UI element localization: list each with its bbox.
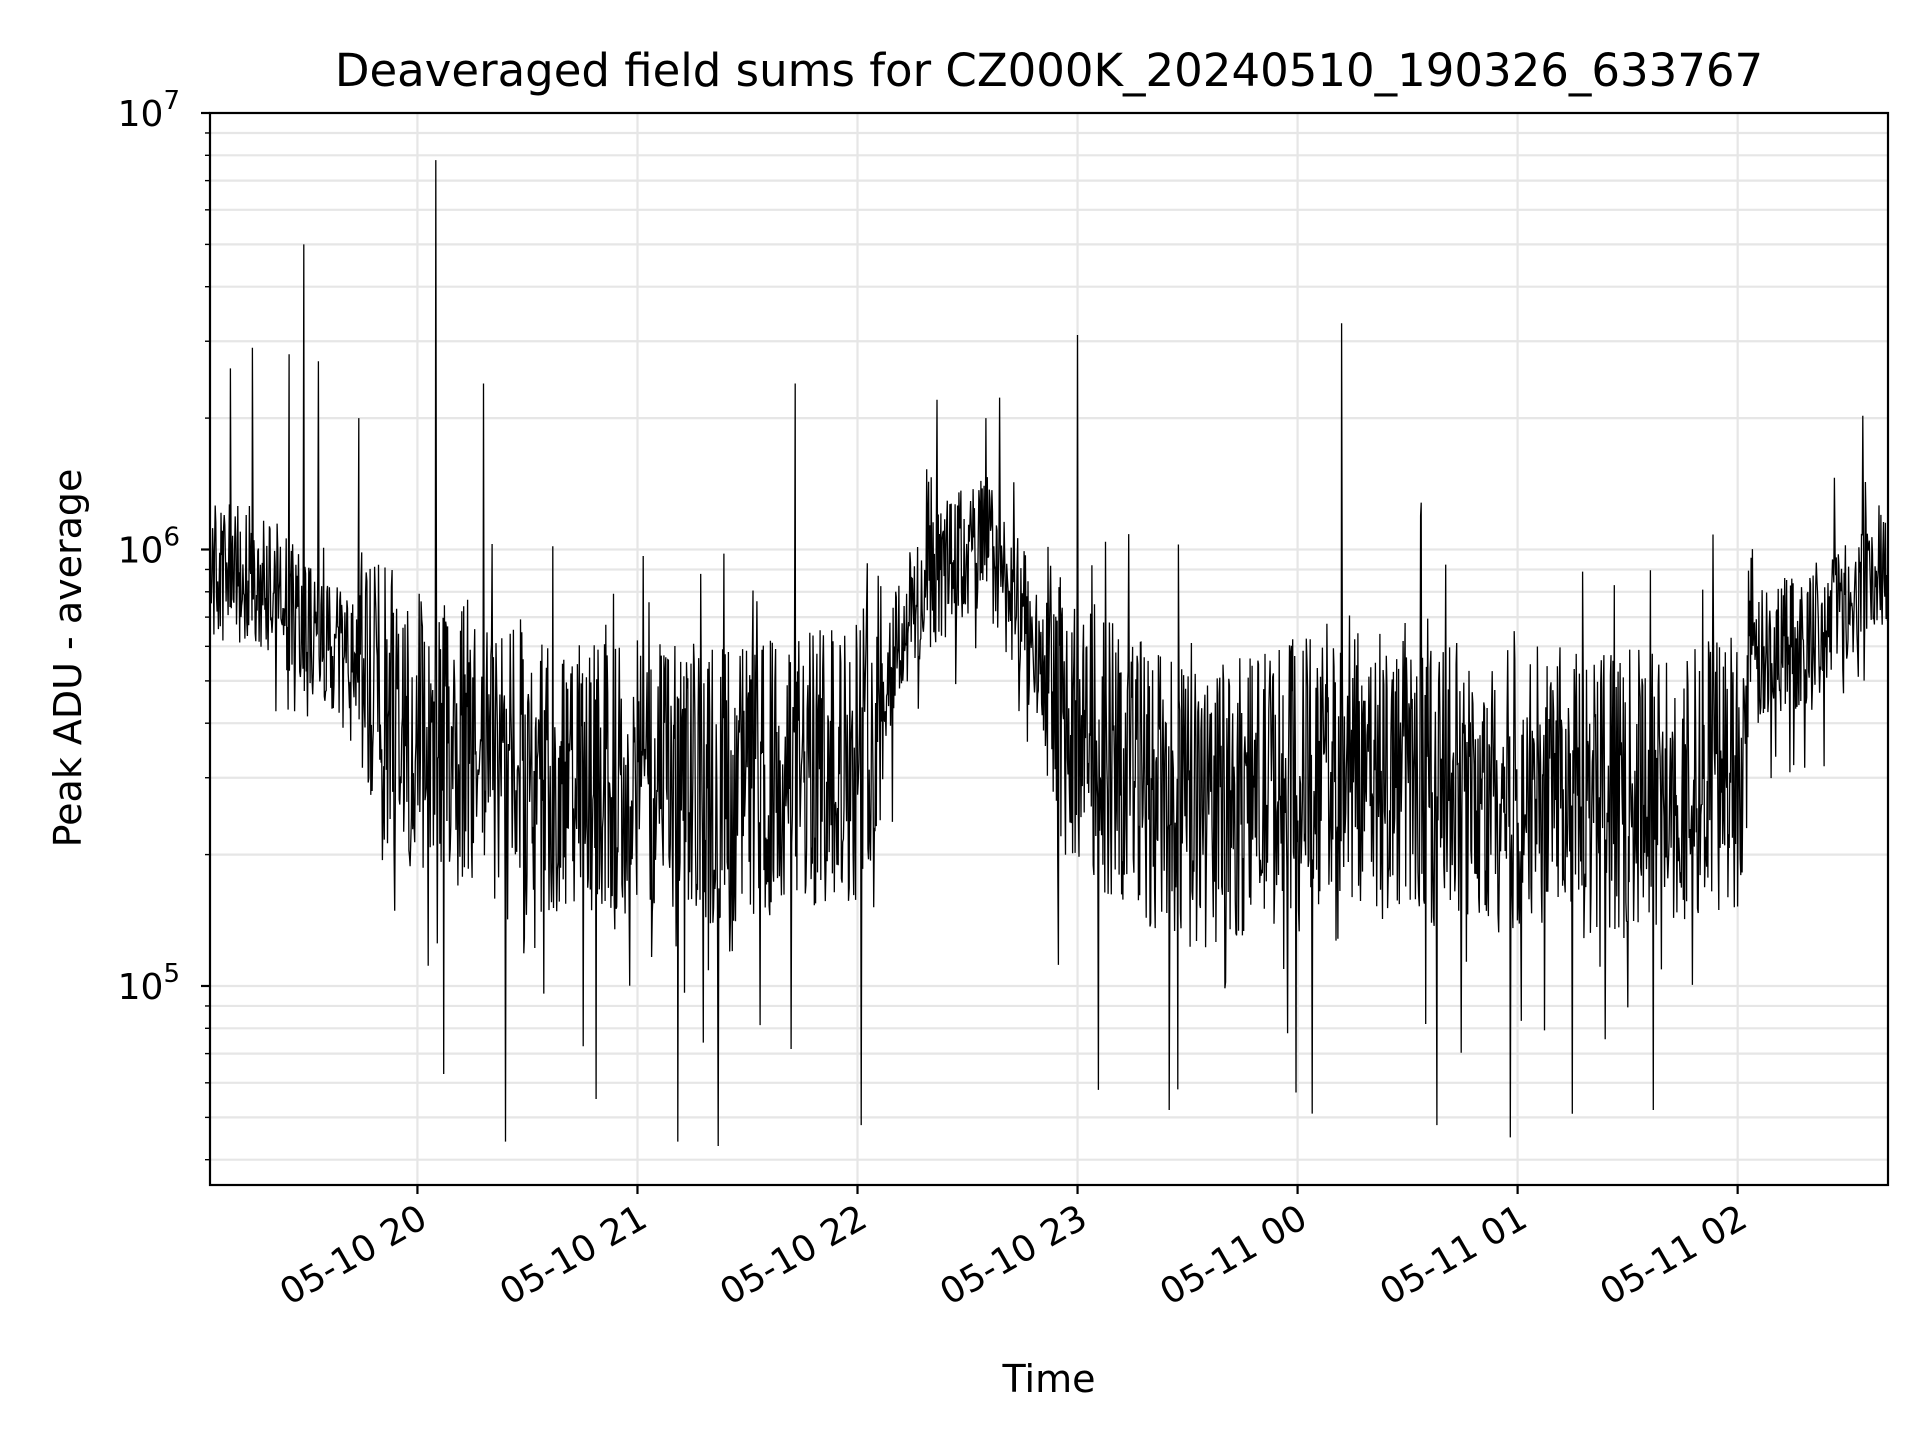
y-axis-label: Peak ADU - average: [46, 469, 90, 848]
y-tick-label-exponent: 7: [163, 86, 180, 116]
chart-title: Deaveraged field sums for CZ000K_2024051…: [335, 44, 1763, 97]
y-tick-label-exponent: 6: [163, 522, 180, 552]
y-tick-label: 107: [118, 86, 180, 135]
x-axis-label: Time: [1002, 1357, 1096, 1401]
y-tick-label-base: 10: [118, 94, 164, 135]
axis-ticks: [201, 111, 1739, 1194]
y-tick-label: 106: [118, 522, 180, 571]
plot-frame: [208, 111, 1890, 1187]
y-tick-label-base: 10: [118, 530, 164, 571]
series-line: [209, 160, 1889, 1147]
series-layer: [209, 160, 1889, 1147]
y-tick-label-exponent: 5: [163, 959, 180, 989]
y-tick-label-base: 10: [118, 967, 164, 1008]
y-tick-label: 105: [118, 959, 180, 1008]
